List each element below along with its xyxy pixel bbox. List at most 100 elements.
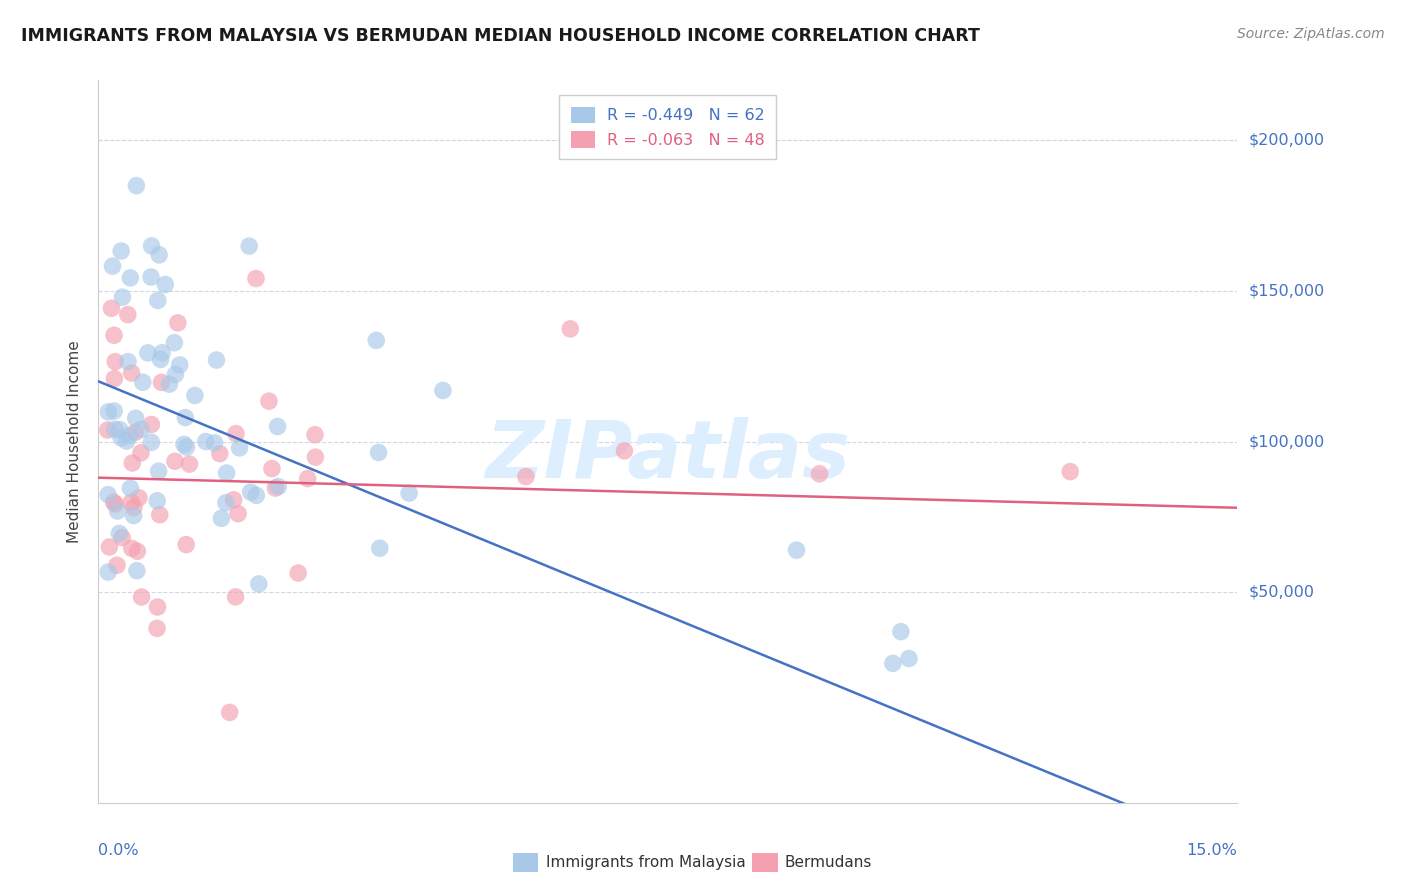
Point bbox=[266, 419, 288, 434]
Point bbox=[304, 450, 326, 464]
Point bbox=[264, 481, 287, 495]
Point bbox=[882, 657, 904, 671]
Point bbox=[247, 577, 270, 591]
Point bbox=[146, 621, 169, 635]
Point bbox=[260, 461, 283, 475]
Point bbox=[228, 441, 250, 455]
Point bbox=[208, 447, 231, 461]
Point bbox=[141, 417, 163, 432]
Text: $100,000: $100,000 bbox=[1249, 434, 1324, 449]
Point bbox=[136, 346, 159, 360]
Point bbox=[108, 423, 131, 437]
Point bbox=[104, 422, 127, 436]
Text: Bermudans: Bermudans bbox=[785, 855, 872, 870]
Point bbox=[124, 425, 146, 439]
Point bbox=[176, 440, 198, 454]
Point bbox=[103, 495, 125, 509]
Point bbox=[184, 388, 207, 402]
Point bbox=[146, 493, 169, 508]
Point bbox=[103, 328, 125, 343]
Point bbox=[118, 428, 141, 442]
Point bbox=[209, 511, 232, 525]
Point bbox=[174, 410, 197, 425]
Point bbox=[222, 492, 245, 507]
Point bbox=[367, 445, 389, 459]
Point bbox=[107, 504, 129, 518]
Point bbox=[225, 426, 247, 441]
Point bbox=[194, 434, 217, 449]
Text: $50,000: $50,000 bbox=[1249, 584, 1315, 599]
Point bbox=[432, 384, 454, 398]
Point bbox=[148, 464, 170, 478]
Point bbox=[808, 467, 831, 481]
Point bbox=[131, 590, 153, 604]
Point bbox=[122, 500, 145, 515]
Point bbox=[121, 366, 143, 380]
Text: Source: ZipAtlas.com: Source: ZipAtlas.com bbox=[1237, 27, 1385, 41]
Point bbox=[101, 259, 124, 273]
Point bbox=[141, 239, 163, 253]
Point bbox=[205, 353, 228, 368]
Point bbox=[125, 564, 148, 578]
Point bbox=[368, 541, 391, 556]
Point bbox=[149, 352, 172, 367]
Point bbox=[139, 270, 162, 285]
Point bbox=[110, 431, 132, 445]
Point bbox=[98, 540, 121, 554]
Point bbox=[127, 544, 149, 558]
Point bbox=[121, 541, 143, 556]
Point bbox=[245, 488, 267, 502]
Point bbox=[238, 239, 260, 253]
Point bbox=[267, 479, 290, 493]
Point bbox=[117, 354, 139, 368]
Point bbox=[117, 308, 139, 322]
Point bbox=[163, 454, 186, 468]
Point bbox=[155, 277, 177, 292]
Point bbox=[165, 368, 187, 382]
Point bbox=[105, 558, 128, 573]
Point bbox=[245, 271, 267, 285]
Point bbox=[97, 488, 120, 502]
Point bbox=[149, 508, 172, 522]
Point bbox=[166, 316, 188, 330]
Point bbox=[204, 435, 226, 450]
Point bbox=[239, 485, 262, 500]
Y-axis label: Median Household Income: Median Household Income bbox=[67, 340, 83, 543]
Point bbox=[120, 271, 142, 285]
Point bbox=[897, 651, 920, 665]
Point bbox=[398, 486, 420, 500]
Point bbox=[97, 423, 120, 437]
Point bbox=[215, 466, 238, 480]
Point bbox=[218, 706, 240, 720]
Point bbox=[150, 376, 173, 390]
Point bbox=[146, 293, 169, 308]
Text: IMMIGRANTS FROM MALAYSIA VS BERMUDAN MEDIAN HOUSEHOLD INCOME CORRELATION CHART: IMMIGRANTS FROM MALAYSIA VS BERMUDAN MED… bbox=[21, 27, 980, 45]
Point bbox=[125, 411, 148, 425]
Point bbox=[125, 178, 148, 193]
Point bbox=[297, 472, 319, 486]
Point bbox=[110, 244, 132, 258]
Point bbox=[100, 301, 122, 316]
Point bbox=[163, 335, 186, 350]
Point bbox=[104, 497, 127, 511]
Point bbox=[150, 345, 173, 359]
Point bbox=[111, 290, 134, 304]
Point bbox=[173, 437, 195, 451]
Point bbox=[179, 457, 201, 471]
Point bbox=[128, 491, 150, 505]
Point bbox=[174, 538, 197, 552]
Point bbox=[890, 624, 912, 639]
Text: $150,000: $150,000 bbox=[1249, 284, 1324, 299]
Point bbox=[215, 496, 238, 510]
Point bbox=[304, 427, 326, 442]
Point bbox=[141, 435, 163, 450]
Point bbox=[225, 590, 247, 604]
Point bbox=[120, 495, 142, 509]
Point bbox=[121, 456, 143, 470]
Point bbox=[115, 434, 138, 448]
Point bbox=[122, 508, 145, 523]
Text: Immigrants from Malaysia: Immigrants from Malaysia bbox=[546, 855, 745, 870]
Point bbox=[226, 507, 249, 521]
Point bbox=[146, 599, 169, 614]
Point bbox=[132, 376, 155, 390]
